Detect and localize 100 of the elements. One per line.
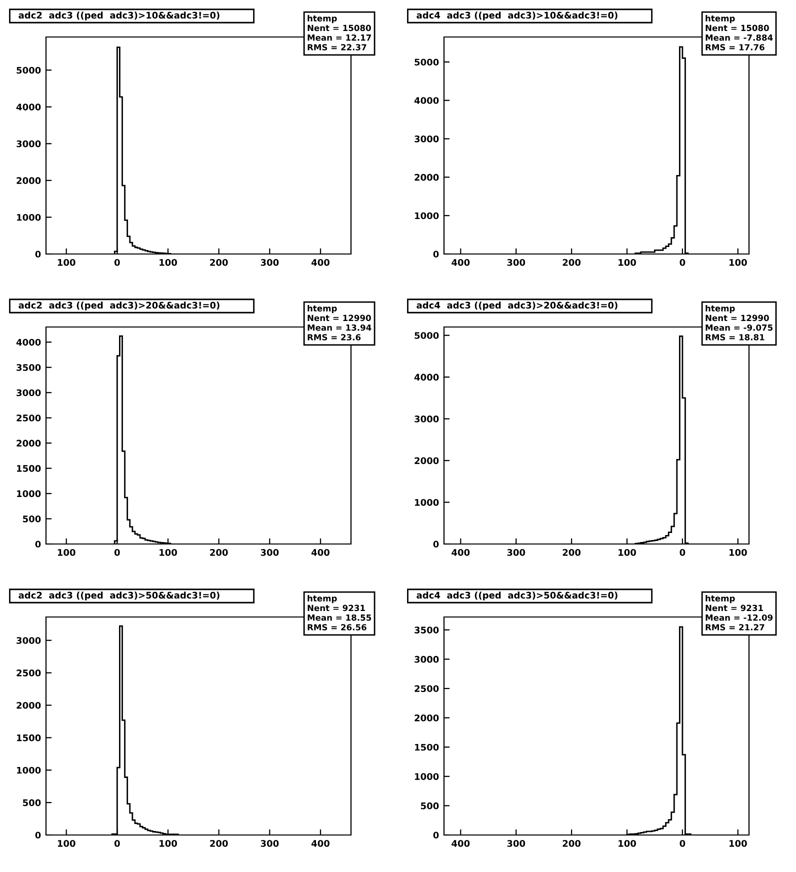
annotation: RMS = 21.27 bbox=[706, 624, 764, 630]
y-tick-label: 2000 bbox=[16, 177, 41, 184]
x-tick-label: 400 bbox=[452, 259, 470, 266]
x-tick-label: 200 bbox=[210, 840, 228, 847]
y-tick-label: 2500 bbox=[414, 685, 439, 692]
text: htemp bbox=[308, 595, 337, 604]
y-tick-label: 2000 bbox=[414, 174, 439, 181]
x-tick-label: 100 bbox=[160, 840, 177, 847]
annotation: Mean = 13.94 bbox=[308, 324, 372, 331]
y-tick-label: 1000 bbox=[415, 499, 439, 506]
text: Nent = 15080 bbox=[308, 24, 371, 32]
y-tick-label: 1000 bbox=[415, 773, 439, 780]
y-tick-label: 3000 bbox=[414, 416, 439, 422]
y-tick-label: 0 bbox=[35, 250, 41, 258]
x-tick-label: 0 bbox=[680, 549, 686, 556]
y-tick-label: 1500 bbox=[17, 465, 41, 472]
y-tick-label: 1500 bbox=[415, 744, 439, 751]
y-tick-label: 3000 bbox=[16, 637, 41, 644]
y-tick-label: 0 bbox=[433, 832, 439, 839]
y-tick-label: 4000 bbox=[414, 374, 439, 381]
y-tick-label: 5000 bbox=[414, 58, 439, 66]
y-tick-label: 2000 bbox=[16, 440, 41, 447]
x-tick-label: 400 bbox=[311, 549, 330, 556]
y-tick-label: 3500 bbox=[414, 626, 439, 634]
text: Nent = 9231 bbox=[706, 604, 763, 612]
x-tick-label: 100 bbox=[160, 549, 177, 556]
x-tick-label: 300 bbox=[260, 549, 279, 556]
y-tick-label: 0 bbox=[35, 540, 41, 548]
annotation: RMS = 23.6 bbox=[308, 334, 361, 340]
y-tick-label: 3000 bbox=[414, 656, 439, 663]
y-tick-label: 4000 bbox=[16, 104, 41, 110]
x-tick-label: 400 bbox=[311, 259, 330, 266]
text: Nent = 12990 bbox=[308, 314, 371, 322]
y-tick-label: 0 bbox=[433, 540, 439, 548]
chart-title: adc2 adc3 ((ped adc3)>10&&adc3!=0) bbox=[18, 12, 220, 20]
annotation: Mean = 12.17 bbox=[308, 34, 371, 41]
annotation: RMS = 22.37 bbox=[308, 44, 366, 50]
y-tick-label: 0 bbox=[433, 250, 439, 258]
annotation: RMS = 17.76 bbox=[706, 44, 764, 50]
y-tick-label: 1000 bbox=[17, 766, 41, 774]
x-tick-label: 100 bbox=[58, 259, 76, 266]
x-tick-label: 100 bbox=[58, 549, 76, 556]
y-tick-label: 2500 bbox=[16, 670, 41, 676]
annotation: Mean = 18.55 bbox=[308, 614, 372, 621]
x-tick-label: 200 bbox=[210, 549, 228, 556]
chart-title: adc4 adc3 ((ped adc3)>50&&adc3!=0) bbox=[416, 592, 618, 600]
x-tick-label: 100 bbox=[730, 549, 747, 556]
x-tick-label: 100 bbox=[618, 259, 636, 266]
y-tick-label: 2500 bbox=[16, 414, 41, 422]
annotation: RMS = 18.81 bbox=[706, 334, 764, 340]
x-tick-label: 400 bbox=[452, 549, 470, 556]
y-tick-label: 5000 bbox=[16, 66, 41, 74]
text: htemp bbox=[706, 595, 735, 604]
x-tick-label: 0 bbox=[680, 840, 686, 847]
x-tick-label: 200 bbox=[562, 259, 581, 266]
text: htemp bbox=[308, 305, 337, 314]
y-tick-label: 2000 bbox=[414, 714, 439, 722]
x-tick-label: 100 bbox=[730, 840, 747, 847]
x-tick-label: 300 bbox=[260, 259, 279, 266]
y-tick-label: 500 bbox=[420, 802, 439, 810]
x-tick-label: 200 bbox=[562, 840, 581, 847]
x-tick-label: 300 bbox=[260, 840, 279, 847]
y-tick-label: 4000 bbox=[16, 338, 41, 346]
x-tick-label: 100 bbox=[730, 259, 747, 266]
annotation: Mean = -9.075 bbox=[706, 324, 773, 331]
x-tick-label: 300 bbox=[507, 259, 526, 266]
x-tick-label: 100 bbox=[618, 840, 636, 847]
y-tick-label: 500 bbox=[22, 515, 41, 522]
annotation: RMS = 26.56 bbox=[308, 624, 366, 630]
y-tick-label: 3000 bbox=[414, 136, 439, 142]
x-tick-label: 0 bbox=[114, 259, 120, 266]
y-tick-label: 1500 bbox=[17, 734, 41, 742]
annotation: Mean = -7.884 bbox=[706, 34, 773, 41]
x-tick-label: 300 bbox=[507, 549, 526, 556]
y-tick-label: 3500 bbox=[16, 364, 41, 371]
x-tick-label: 200 bbox=[562, 549, 581, 556]
chart-title: adc4 adc3 ((ped adc3)>20&&adc3!=0) bbox=[416, 302, 618, 310]
y-tick-label: 3000 bbox=[16, 389, 41, 396]
chart-title: adc4 adc3 ((ped adc3)>10&&adc3!=0) bbox=[416, 12, 618, 20]
chart-title: adc2 adc3 ((ped adc3)>50&&adc3!=0) bbox=[18, 592, 220, 600]
x-tick-label: 400 bbox=[311, 840, 330, 847]
x-tick-label: 200 bbox=[210, 259, 228, 266]
text: Nent = 15080 bbox=[706, 24, 769, 32]
x-tick-label: 300 bbox=[507, 840, 526, 847]
x-tick-label: 0 bbox=[114, 549, 120, 556]
y-tick-label: 1000 bbox=[17, 490, 41, 498]
y-tick-label: 2000 bbox=[16, 702, 41, 709]
y-tick-label: 5000 bbox=[414, 332, 439, 339]
y-tick-label: 4000 bbox=[414, 97, 439, 104]
y-tick-label: 1000 bbox=[17, 214, 41, 221]
y-tick-label: 2000 bbox=[414, 457, 439, 464]
y-tick-label: 500 bbox=[22, 799, 41, 806]
x-tick-label: 100 bbox=[58, 840, 76, 847]
x-tick-label: 100 bbox=[160, 259, 177, 266]
x-tick-label: 0 bbox=[680, 259, 686, 266]
x-tick-label: 100 bbox=[618, 549, 636, 556]
x-tick-label: 400 bbox=[452, 840, 470, 847]
text: Nent = 9231 bbox=[308, 604, 365, 612]
y-tick-label: 0 bbox=[35, 832, 41, 839]
x-tick-label: 0 bbox=[114, 840, 120, 847]
